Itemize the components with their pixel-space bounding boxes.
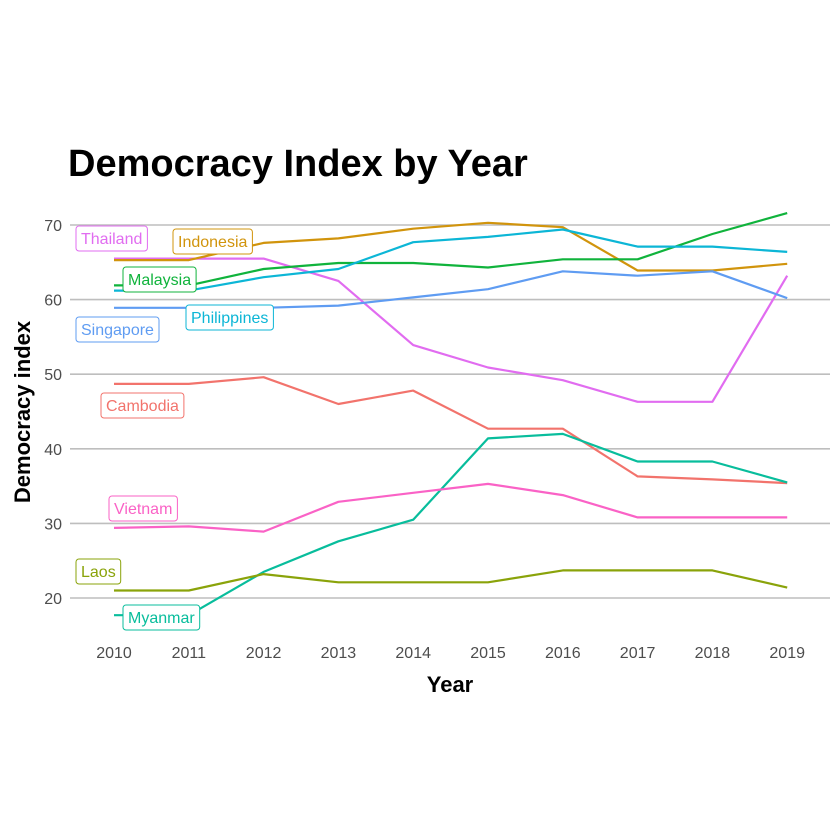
series-label-box — [122, 266, 197, 293]
series-lines — [113, 212, 789, 617]
series-label-text: Malaysia — [128, 272, 191, 289]
y-tick-label: 50 — [44, 367, 62, 384]
x-tick-label: 2011 — [172, 645, 207, 662]
series-label-vietnam: Vietnam — [108, 495, 178, 522]
y-tick-label: 70 — [44, 218, 62, 235]
y-axis-title: Democracy index — [10, 320, 35, 503]
x-tick-label: 2015 — [470, 645, 506, 662]
x-tick-label: 2018 — [695, 645, 731, 662]
series-label-myanmar: Myanmar — [122, 604, 201, 631]
series-label-laos: Laos — [75, 558, 122, 585]
series-line-singapore — [114, 270, 788, 309]
series-label-text: Vietnam — [114, 501, 172, 518]
series-label-box — [100, 392, 185, 419]
x-axis-ticks: 2010 2011 2012 2013 2014 2015 2016 2017 2018 2019 — [96, 645, 805, 662]
series-label-text: Laos — [81, 564, 116, 581]
series-line-vietnam — [113, 482, 788, 533]
x-tick-label: 2012 — [246, 645, 282, 662]
series-label-box — [122, 604, 201, 631]
series-line-cambodia — [114, 376, 788, 485]
series-label-box — [185, 304, 274, 331]
series-line-myanmar — [114, 432, 788, 617]
y-tick-label: 20 — [44, 591, 62, 608]
x-tick-label: 2010 — [96, 645, 132, 662]
series-line-philippines — [114, 228, 788, 292]
series-label-indonesia: Indonesia — [172, 228, 253, 255]
y-axis-ticks: 20 30 40 50 60 70 — [44, 218, 62, 608]
series-label-singapore: Singapore — [75, 316, 160, 343]
chart-title: Democracy Index by Year — [68, 143, 528, 185]
series-label-box — [75, 225, 148, 252]
y-tick-label: 30 — [44, 516, 62, 533]
series-label-philippines: Philippines — [185, 304, 274, 331]
x-tick-label: 2019 — [769, 645, 805, 662]
series-label-cambodia: Cambodia — [100, 392, 185, 419]
series-label-text: Myanmar — [128, 610, 195, 627]
series-label-box — [75, 558, 122, 585]
series-label-text: Philippines — [191, 310, 268, 327]
y-tick-label: 60 — [44, 293, 62, 310]
series-label-text: Thailand — [81, 231, 142, 248]
series-line-thailand — [114, 257, 789, 403]
x-tick-label: 2017 — [620, 645, 656, 662]
series-label-malaysia: Malaysia — [122, 266, 197, 293]
series-label-thailand: Thailand — [75, 225, 148, 252]
x-tick-label: 2016 — [545, 645, 581, 662]
x-tick-label: 2014 — [395, 645, 431, 662]
series-label-text: Indonesia — [178, 234, 247, 251]
x-tick-label: 2013 — [321, 645, 357, 662]
series-label-box — [108, 495, 178, 522]
series-label-box — [75, 316, 160, 343]
series-label-text: Cambodia — [106, 398, 179, 415]
series-line-laos — [114, 569, 788, 592]
x-axis-title: Year — [427, 672, 474, 697]
series-labels: Thailand Indonesia Malaysia Philippines Sing… — [75, 225, 274, 631]
y-tick-label: 40 — [44, 442, 62, 459]
series-label-box — [172, 228, 253, 255]
series-label-text: Singapore — [81, 322, 154, 339]
